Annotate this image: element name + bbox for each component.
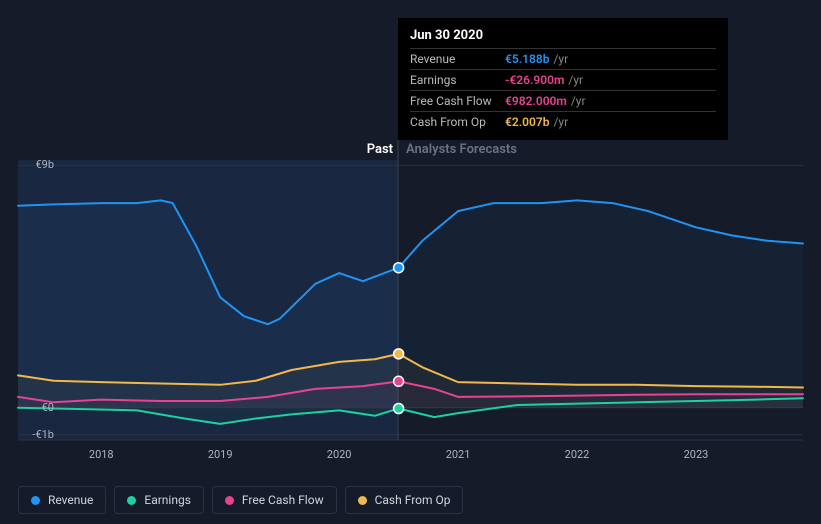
financial-chart: €9b€0-€1b 201820192020202120222023 Past …: [0, 0, 821, 524]
tooltip-row: Cash From Op€2.007b/yr: [410, 111, 716, 132]
tooltip-row-label: Earnings: [410, 71, 505, 89]
y-tick-label: €0: [22, 401, 54, 414]
x-tick-label: 2021: [446, 448, 471, 461]
tooltip-row-value: €2.007b: [505, 113, 549, 131]
legend-item-label: Free Cash Flow: [242, 493, 324, 507]
legend: Revenue Earnings Free Cash Flow Cash From O…: [18, 486, 463, 514]
tooltip-row-value: €5.188b: [505, 50, 549, 68]
tooltip-row: Earnings-€26.900m/yr: [410, 69, 716, 90]
tooltip-row-value: -€26.900m: [505, 71, 564, 89]
tooltip-row-value: €982.000m: [505, 92, 567, 110]
tooltip-row-unit: /yr: [553, 113, 568, 131]
region-label-forecast: Analysts Forecasts: [406, 142, 517, 157]
legend-dot-icon: [127, 496, 136, 505]
region-label-past: Past: [367, 142, 393, 157]
legend-item-label: Cash From Op: [375, 493, 451, 507]
y-tick-label: -€1b: [22, 428, 54, 441]
legend-item-revenue[interactable]: Revenue: [18, 486, 106, 514]
legend-item-label: Revenue: [48, 493, 93, 507]
x-tick-label: 2023: [684, 448, 709, 461]
tooltip-row-unit: /yr: [553, 50, 568, 68]
tooltip-row-unit: /yr: [571, 92, 586, 110]
legend-dot-icon: [225, 496, 234, 505]
legend-dot-icon: [358, 496, 367, 505]
legend-dot-icon: [31, 496, 40, 505]
tooltip-row: Free Cash Flow€982.000m/yr: [410, 90, 716, 111]
tooltip-row-label: Revenue: [410, 50, 505, 68]
legend-item-free_cash_flow[interactable]: Free Cash Flow: [212, 486, 337, 514]
x-tick-label: 2019: [208, 448, 233, 461]
x-tick-label: 2022: [565, 448, 590, 461]
legend-item-earnings[interactable]: Earnings: [114, 486, 204, 514]
x-tick-label: 2018: [89, 448, 114, 461]
y-tick-label: €9b: [22, 158, 54, 171]
legend-item-label: Earnings: [144, 493, 191, 507]
data-tooltip: Jun 30 2020 Revenue€5.188b/yrEarnings-€2…: [398, 18, 728, 140]
tooltip-title: Jun 30 2020: [410, 26, 716, 46]
tooltip-row-unit: /yr: [568, 71, 583, 89]
tooltip-row: Revenue€5.188b/yr: [410, 48, 716, 69]
legend-item-cash_from_op[interactable]: Cash From Op: [345, 486, 464, 514]
tooltip-row-label: Free Cash Flow: [410, 92, 505, 110]
x-tick-label: 2020: [327, 448, 352, 461]
tooltip-row-label: Cash From Op: [410, 113, 505, 131]
